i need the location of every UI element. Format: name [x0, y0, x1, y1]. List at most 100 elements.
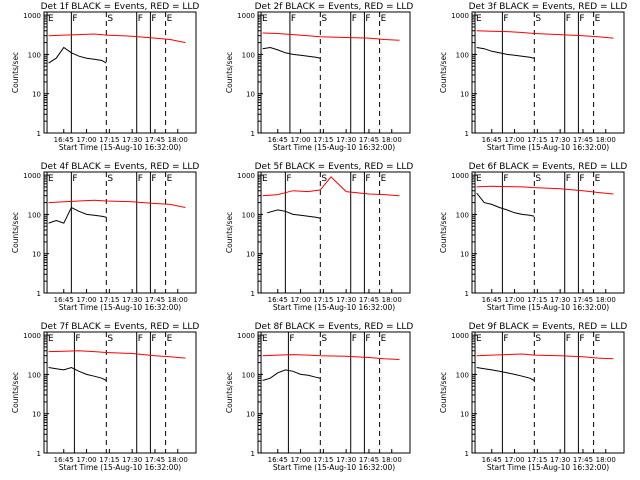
x-tick-label: 17:15 [313, 456, 333, 464]
y-tick-label: 100 [28, 211, 41, 219]
series-line-lld [48, 350, 186, 359]
x-tick-label: 18:00 [596, 296, 616, 304]
y-tick-label: 10 [32, 91, 41, 99]
marker-label: E [595, 14, 601, 24]
y-axis-label: Counts/sec [225, 52, 234, 93]
y-tick-label: 1 [251, 450, 255, 458]
y-tick-label: 1000 [23, 332, 41, 340]
y-tick-label: 1000 [23, 12, 41, 20]
marker-label: F [365, 14, 370, 24]
marker-label: E [167, 14, 173, 24]
y-tick-label: 10 [460, 251, 469, 259]
x-tick-label: 17:15 [313, 136, 333, 144]
y-axis-label: Counts/sec [11, 212, 20, 253]
series-line-lld [476, 30, 614, 39]
y-tick-label: 10 [32, 411, 41, 419]
chart-panel-7: Det 7f BLACK = Events, RED = LLD 1 10 100 10… [11, 322, 199, 472]
marker-label: F [503, 334, 508, 344]
chart-panel-1: Det 1f BLACK = Events, RED = LLD 1 10 100 10… [11, 2, 199, 152]
x-tick-label: 17:45 [145, 296, 165, 304]
chart-panel-5: Det 5f BLACK = Events, RED = LLD 1 10 100 10… [225, 162, 413, 312]
x-tick-label: 18:00 [382, 296, 402, 304]
marker-label: S [321, 334, 327, 344]
y-tick-label: 1 [251, 290, 255, 298]
chart-title: Det 9f BLACK = Events, RED = LLD [469, 322, 628, 332]
marker-label: F [138, 14, 143, 24]
marker-label: E [476, 14, 482, 24]
x-axis-label: Start Time (15-Aug-10 16:32:00) [273, 143, 395, 152]
y-tick-label: 1 [465, 450, 469, 458]
plot-frame [257, 171, 411, 294]
x-tick-label: 17:00 [504, 136, 524, 144]
y-tick-label: 100 [28, 371, 41, 379]
x-tick-label: 17:45 [359, 456, 379, 464]
series-line-events [476, 192, 535, 217]
series-line-events [262, 369, 321, 381]
x-tick-label: 17:45 [573, 296, 593, 304]
marker-label: F [579, 334, 584, 344]
marker-label: F [75, 334, 80, 344]
marker-label: E [48, 334, 54, 344]
chart-title: Det 5f BLACK = Events, RED = LLD [255, 162, 414, 172]
y-axis-label: Counts/sec [225, 372, 234, 413]
plot-frame [43, 171, 197, 294]
marker-label: S [535, 334, 541, 344]
x-tick-label: 17:00 [76, 456, 96, 464]
chart-title: Det 1f BLACK = Events, RED = LLD [41, 2, 200, 12]
chart-panel-2: Det 2f BLACK = Events, RED = LLD 1 10 100 10… [225, 2, 413, 152]
series-line-events [476, 47, 535, 59]
plot-frame [43, 331, 197, 454]
chart-title: Det 4f BLACK = Events, RED = LLD [41, 162, 200, 172]
x-tick-label: 17:30 [336, 296, 356, 304]
chart-title: Det 3f BLACK = Events, RED = LLD [469, 2, 628, 12]
x-tick-label: 17:15 [99, 136, 119, 144]
chart-panel-4: Det 4f BLACK = Events, RED = LLD 1 10 100 10… [11, 162, 199, 312]
x-tick-label: 17:00 [290, 136, 310, 144]
marker-label: F [151, 14, 156, 24]
x-tick-label: 18:00 [168, 296, 188, 304]
x-tick-label: 18:00 [596, 136, 616, 144]
x-tick-label: 17:45 [573, 136, 593, 144]
marker-label: F [72, 14, 77, 24]
x-tick-label: 18:00 [596, 456, 616, 464]
series-line-events [262, 46, 321, 59]
marker-label: F [286, 174, 291, 184]
y-tick-label: 100 [28, 51, 41, 59]
chart-panel-3: Det 3f BLACK = Events, RED = LLD 1 10 100 10… [439, 2, 627, 152]
marker-label: F [289, 334, 294, 344]
x-axis-label: Start Time (15-Aug-10 16:32:00) [59, 143, 181, 152]
x-tick-label: 17:15 [99, 456, 119, 464]
x-axis-label: Start Time (15-Aug-10 16:32:00) [487, 143, 609, 152]
marker-label: E [262, 14, 268, 24]
marker-label: S [107, 334, 113, 344]
y-tick-label: 1000 [237, 12, 255, 20]
y-tick-label: 1 [465, 130, 469, 138]
y-tick-label: 1000 [23, 172, 41, 180]
marker-label: E [48, 14, 54, 24]
x-tick-label: 17:30 [122, 456, 142, 464]
y-axis-label: Counts/sec [225, 212, 234, 253]
marker-label: F [138, 174, 143, 184]
marker-label: E [595, 334, 601, 344]
marker-label: E [262, 334, 268, 344]
x-tick-label: 17:45 [573, 456, 593, 464]
marker-label: E [167, 334, 173, 344]
marker-label: S [321, 174, 327, 184]
marker-label: F [503, 174, 508, 184]
series-line-lld [476, 185, 614, 195]
x-tick-label: 17:30 [550, 296, 570, 304]
x-tick-label: 16:45 [482, 296, 502, 304]
y-tick-label: 1000 [451, 172, 469, 180]
x-tick-label: 18:00 [168, 456, 188, 464]
y-tick-label: 1 [37, 130, 41, 138]
x-tick-label: 16:45 [268, 296, 288, 304]
y-axis-label: Counts/sec [439, 52, 448, 93]
x-tick-label: 17:00 [290, 456, 310, 464]
y-tick-label: 1 [37, 290, 41, 298]
y-tick-label: 100 [456, 371, 469, 379]
marker-label: S [535, 174, 541, 184]
marker-label: F [503, 14, 508, 24]
x-tick-label: 16:45 [268, 456, 288, 464]
y-axis-label: Counts/sec [439, 372, 448, 413]
chart-title: Det 6f BLACK = Events, RED = LLD [469, 162, 628, 172]
